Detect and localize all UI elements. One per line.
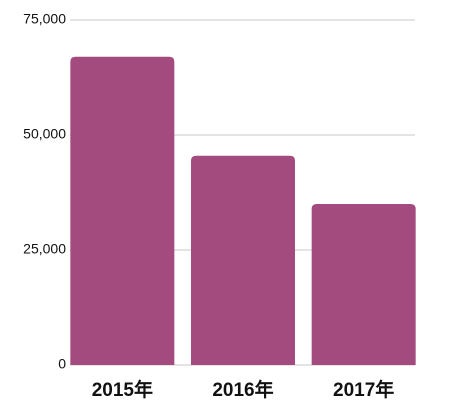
- x-tick-label: 2015年: [92, 378, 153, 401]
- bar: [191, 155, 295, 365]
- y-tick-label: 25,000: [23, 241, 66, 257]
- y-tick-label: 50,000: [23, 126, 66, 142]
- bar: [311, 204, 416, 365]
- x-tick-label: 2016年: [212, 378, 273, 401]
- x-tick-label: 2017年: [333, 378, 394, 401]
- y-tick-label: 0: [58, 356, 66, 372]
- bar: [70, 56, 175, 366]
- y-tick-label: 75,000: [23, 11, 66, 27]
